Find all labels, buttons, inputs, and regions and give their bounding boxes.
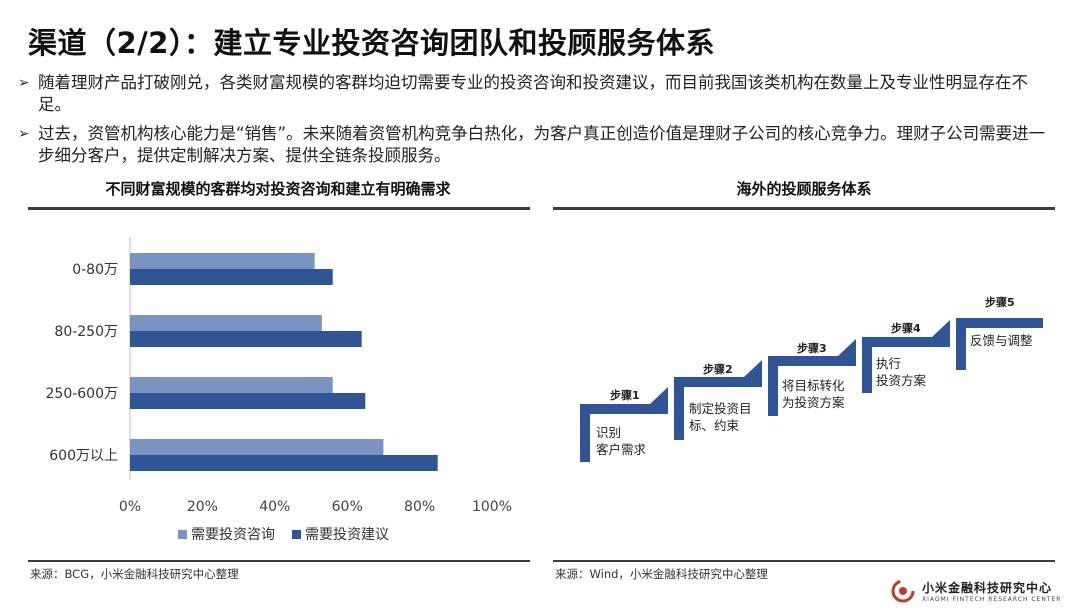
left-top-rule xyxy=(28,207,530,210)
category-label: 80-250万 xyxy=(54,324,118,340)
step-5-bracket xyxy=(956,318,1043,370)
bullet-2: ➢ 过去，资管机构核心能力是“销售”。未来随着资管机构竞争白热化，为客户真正创造… xyxy=(18,123,1058,167)
page-title: 渠道（2/2）：建立专业投资咨询团队和投顾服务体系 xyxy=(28,26,715,60)
bar-1-3 xyxy=(130,377,333,393)
step-4-label: 步骤4 xyxy=(891,322,921,335)
step-2-text: 制定投资目 标、约束 xyxy=(689,401,752,433)
step-3-label: 步骤3 xyxy=(797,342,827,355)
bar-1-1 xyxy=(130,253,315,269)
x-tick-label: 40% xyxy=(259,499,290,515)
step-4-text: 执行 投资方案 xyxy=(876,356,927,388)
logo-text-cn: 小米金融科技研究中心 xyxy=(922,581,1053,595)
bar-1-4 xyxy=(130,439,384,455)
left-section-title: 不同财富规模的客群均对投资咨询和建立有明确需求 xyxy=(105,180,451,198)
step-2-label: 步骤2 xyxy=(703,363,733,376)
x-tick-label: 80% xyxy=(404,499,435,515)
bar-2-2 xyxy=(130,331,362,347)
legend-label-2: 需要投资建议 xyxy=(305,527,389,543)
right-section-title: 海外的投顾服务体系 xyxy=(736,180,872,198)
logo-mark-icon xyxy=(891,579,915,603)
right-top-rule xyxy=(553,207,1055,210)
step-4-bracket xyxy=(862,320,950,393)
left-bottom-rule xyxy=(28,560,530,562)
x-tick-label: 0% xyxy=(119,499,141,515)
bar-2-3 xyxy=(130,393,366,409)
category-label: 0-80万 xyxy=(72,262,118,278)
legend-swatch-2 xyxy=(292,530,301,539)
bullet-1: ➢ 随着理财产品打破刚兑，各类财富规模的客群均迫切需要专业的投资咨询和投资建议，… xyxy=(18,72,1058,116)
step-1-text: 识别 客户需求 xyxy=(596,425,647,457)
logo-text-en: XIAOMI FINTECH RESEARCH CENTER xyxy=(922,596,1062,603)
bar-2-1 xyxy=(130,269,333,285)
step-2-bracket xyxy=(674,360,762,440)
step-3-text: 将目标转化 为投资方案 xyxy=(782,378,845,410)
bullet-2-text: 过去，资管机构核心能力是“销售”。未来随着资管机构竞争白热化，为客户真正创造价值… xyxy=(38,124,1046,165)
bar-1-2 xyxy=(130,315,322,331)
bar-chart: 0-80万 80-250万 250-600万 600万以上 0% 20% 40% 60% 80%… xyxy=(46,237,512,543)
step-5-label: 步骤5 xyxy=(985,296,1015,309)
right-source: 来源：Wind，小米金融科技研究中心整理 xyxy=(555,567,768,581)
category-label: 600万以上 xyxy=(49,448,118,464)
left-source: 来源：BCG，小米金融科技研究中心整理 xyxy=(30,567,239,581)
step-5-text: 反馈与调整 xyxy=(970,333,1033,348)
bullet-1-text: 随着理财产品打破刚兑，各类财富规模的客群均迫切需要专业的投资咨询和投资建议，而目… xyxy=(38,73,1028,114)
arrow-bullet-icon: ➢ xyxy=(18,75,30,91)
legend-label-1: 需要投资咨询 xyxy=(191,527,275,543)
arrow-bullet-icon: ➢ xyxy=(18,126,30,142)
x-tick-label: 100% xyxy=(472,499,512,515)
step-3-bracket xyxy=(768,339,856,416)
right-bottom-rule xyxy=(553,560,1055,562)
x-tick-label: 60% xyxy=(332,499,363,515)
step-1-bracket xyxy=(580,387,668,462)
x-tick-label: 20% xyxy=(187,499,218,515)
bar-2-4 xyxy=(130,455,438,471)
category-label: 250-600万 xyxy=(46,386,119,402)
step-1-label: 步骤1 xyxy=(610,389,640,402)
legend-swatch-1 xyxy=(178,530,187,539)
